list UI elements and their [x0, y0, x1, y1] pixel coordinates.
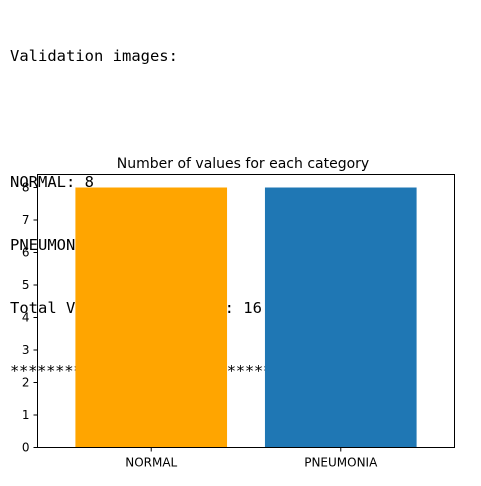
y-tick-label: 6: [22, 246, 30, 260]
plot-frame: [37, 174, 455, 448]
y-tick-label: 8: [22, 181, 30, 195]
output-heading: Validation images:: [10, 47, 178, 65]
y-tick-label: 7: [22, 213, 30, 227]
bars-group: [75, 187, 417, 448]
y-tick-label: 4: [22, 311, 30, 325]
bar-normal: [75, 187, 228, 448]
y-tick-label: 2: [22, 376, 30, 390]
x-tick-label: NORMAL: [125, 456, 177, 470]
chart-title: Number of values for each category: [117, 156, 369, 172]
y-tick-label: 5: [22, 278, 30, 292]
y-tick-label: 3: [22, 343, 30, 357]
output-line-normal: NORMAL: 8: [10, 173, 94, 191]
blank-line: [10, 109, 407, 130]
x-tick-label: PNEUMONIA: [304, 456, 378, 470]
bar-chart: Number of values for each category 0 1 2 3 4…: [22, 156, 455, 470]
y-tick-label: 1: [22, 408, 30, 422]
x-axis: NORMAL PNEUMONIA: [125, 447, 378, 470]
bar-pneumonia: [264, 187, 417, 448]
y-axis: 0 1 2 3 4 5 6 7 8: [22, 181, 38, 455]
y-tick-label: 0: [22, 441, 30, 455]
